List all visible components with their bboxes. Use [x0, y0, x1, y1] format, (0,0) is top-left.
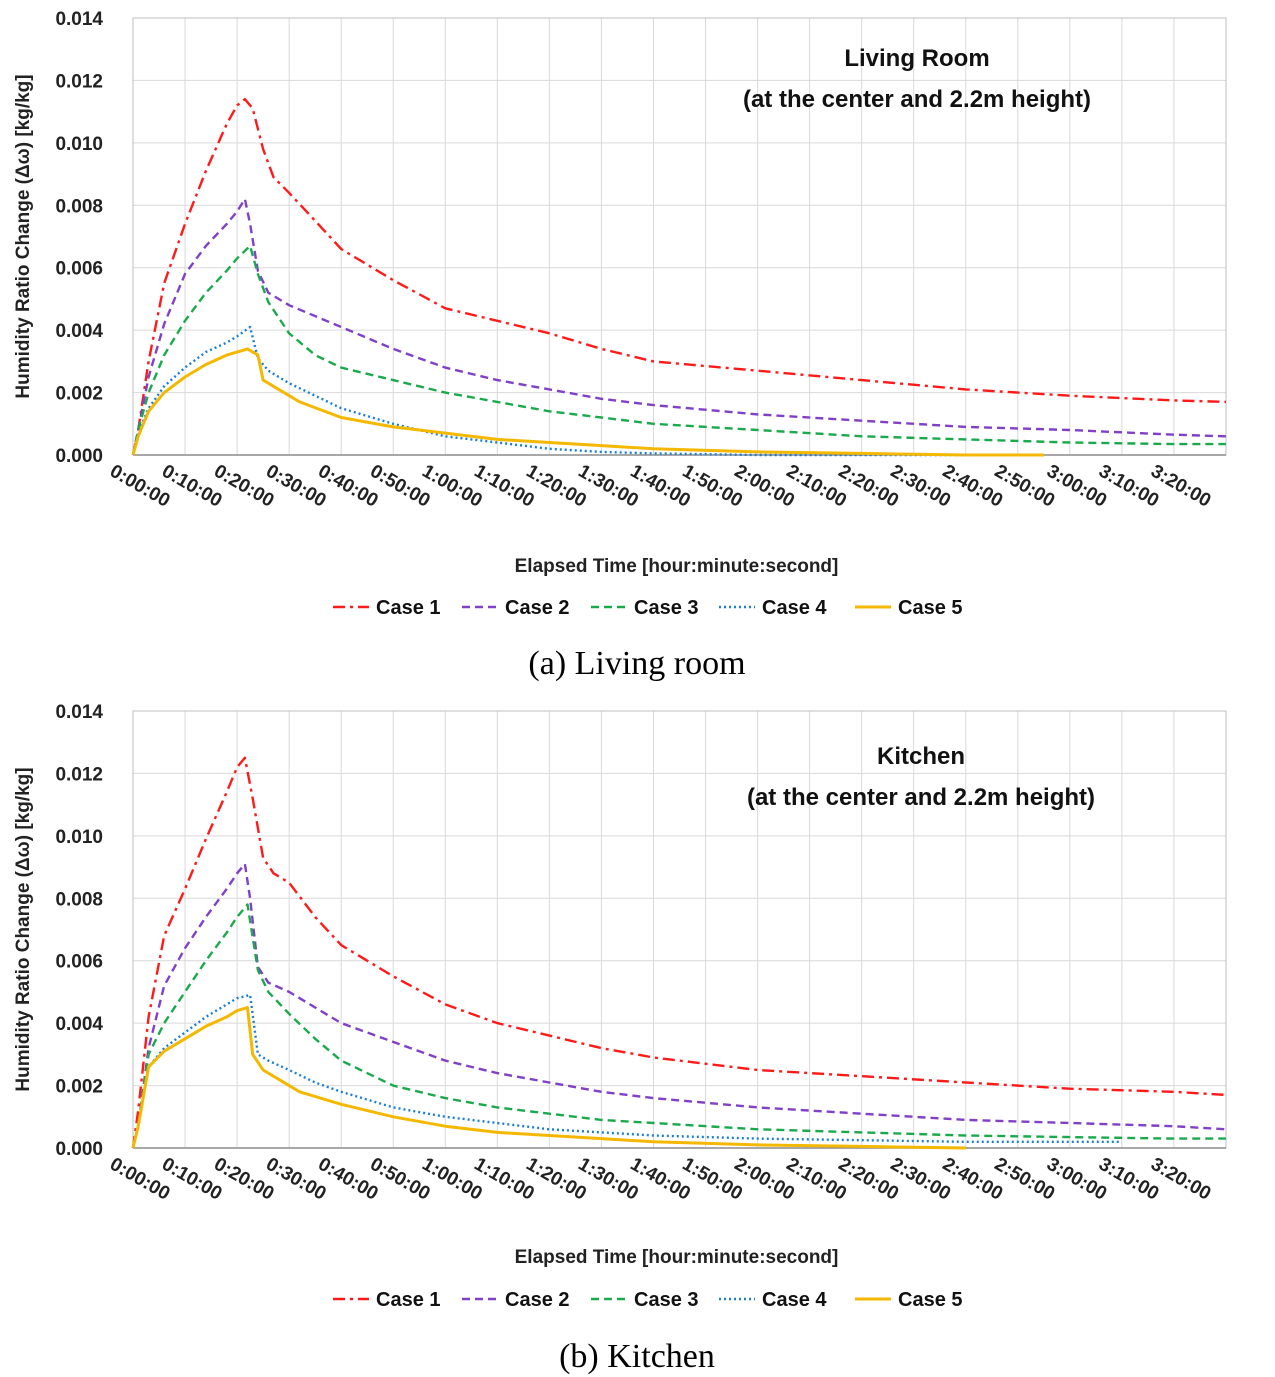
x-axis-title: Elapsed Time [hour:minute:second] [515, 1247, 839, 1268]
legend-label-case-5: Case 5 [898, 1289, 963, 1311]
series-line-case-4 [131, 993, 1122, 1149]
legend-label-case-1: Case 1 [376, 597, 441, 619]
legend: Case 1 Case 2 Case 3 Case 4 Case 5 [333, 597, 963, 619]
legend: Case 1 Case 2 Case 3 Case 4 Case 5 [333, 1289, 963, 1311]
y-tick-label: 0.012 [55, 71, 103, 92]
y-tick-label: 0.004 [55, 321, 103, 342]
chart-kitchen: 0.000 0.002 0.004 0.006 0.008 0.010 0.012 0.014… [13, 702, 1227, 1375]
legend-label-case-3: Case 3 [634, 597, 699, 619]
y-tick-label: 0.014 [55, 9, 103, 30]
legend-label-case-2: Case 2 [505, 597, 570, 619]
legend-label-case-1: Case 1 [376, 1289, 441, 1311]
y-tick-label: 0.006 [55, 259, 103, 280]
gridlines [132, 17, 1226, 456]
y-tick-label: 0.014 [55, 702, 103, 723]
legend-label-case-4: Case 4 [762, 597, 827, 619]
y-tick-label: 0.002 [55, 1077, 103, 1098]
y-tick-label: 0.008 [55, 196, 103, 217]
series-line-case-4 [131, 325, 966, 457]
y-tick-label: 0.008 [55, 889, 103, 910]
x-tick-label: 3:20:00 [1147, 1154, 1214, 1205]
plot-area [132, 17, 1227, 456]
series-lines [131, 97, 1227, 457]
series-line-case-2 [131, 862, 1227, 1149]
x-axis-title: Elapsed Time [hour:minute:second] [515, 556, 839, 577]
series-lines [131, 756, 1227, 1150]
legend-label-case-2: Case 2 [505, 1289, 570, 1311]
y-axis-title: Humidity Ratio Change (Δω) [kg/kg] [13, 767, 34, 1091]
y-tick-label: 0.012 [55, 764, 103, 785]
y-tick-label: 0.002 [55, 384, 103, 405]
y-tick-label: 0.004 [55, 1014, 103, 1035]
chart-annotation-title: Living Room [844, 45, 989, 72]
chart-annotation-subtitle: (at the center and 2.2m height) [743, 86, 1091, 113]
legend-label-case-5: Case 5 [898, 597, 963, 619]
figure-caption: (a) Living room [528, 645, 745, 682]
x-tick-label: 3:20:00 [1147, 461, 1214, 512]
chart-annotation-title: Kitchen [877, 743, 965, 770]
series-line-case-3 [131, 244, 1226, 456]
series-line-case-3 [131, 903, 1226, 1149]
gridlines [132, 710, 1226, 1149]
series-line-case-1 [131, 97, 1227, 456]
chart-annotation-subtitle: (at the center and 2.2m height) [747, 784, 1095, 811]
y-tick-label: 0.010 [55, 827, 103, 848]
series-line-case-1 [131, 756, 1227, 1149]
y-tick-label: 0.000 [55, 1139, 103, 1160]
y-tick-label: 0.010 [55, 134, 103, 155]
y-axis-title: Humidity Ratio Change (Δω) [kg/kg] [13, 74, 34, 398]
y-tick-label: 0.000 [55, 446, 103, 467]
figure-caption: (b) Kitchen [559, 1338, 715, 1375]
legend-label-case-4: Case 4 [762, 1289, 827, 1311]
series-line-case-5 [131, 347, 1044, 457]
series-line-case-2 [131, 197, 1227, 456]
chart-living-room: 0.000 0.002 0.004 0.006 0.008 0.010 0.012 0.014… [13, 9, 1227, 682]
plot-area [132, 710, 1227, 1149]
series-line-case-5 [131, 1006, 966, 1150]
legend-label-case-3: Case 3 [634, 1289, 699, 1311]
y-tick-label: 0.006 [55, 952, 103, 973]
